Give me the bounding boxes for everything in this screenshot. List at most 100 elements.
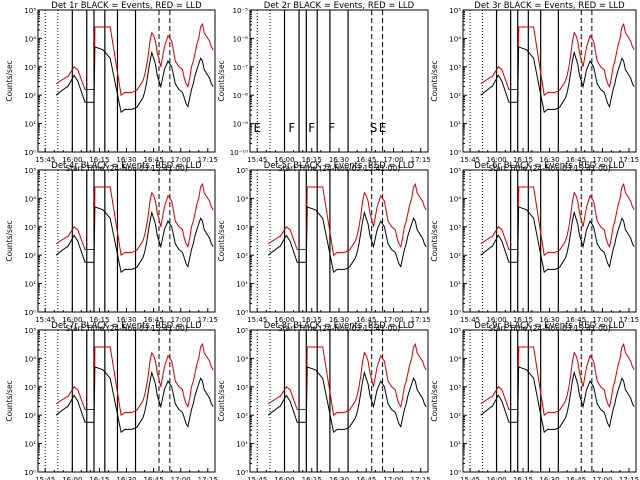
y-axis-label: Counts/sec xyxy=(5,60,14,101)
panel-det-1: Det 1r BLACK = Events, RED = LLD 10⁰ 10¹ 10… xyxy=(5,1,218,173)
x-tick-label: 17:15 xyxy=(619,476,639,480)
y-tick-label: 10¹ xyxy=(236,281,248,289)
series-lld-line xyxy=(267,342,427,417)
y-axis-label: Counts/sec xyxy=(430,380,439,421)
x-axis-label: Start Time (24-Nov-03 15:41:00) xyxy=(278,164,400,173)
x-tick-label: 16:45 xyxy=(566,156,586,164)
panel-det-7: Det 7r BLACK = Events, RED = LLD 10⁰ 10¹ 10… xyxy=(5,321,218,480)
x-tick-label: 16:30 xyxy=(539,476,559,480)
panel-title: Det 7r BLACK = Events, RED = LLD xyxy=(51,321,202,331)
series-lld-line xyxy=(480,182,635,257)
x-tick-label: 17:00 xyxy=(592,156,612,164)
x-tick-label: 16:45 xyxy=(566,476,586,480)
x-tick-label: 15:45 xyxy=(35,316,55,324)
y-tick-label: 10⁴ xyxy=(236,195,248,203)
y-tick-label: 10¹ xyxy=(449,121,461,129)
x-tick-label: 16:30 xyxy=(539,316,559,324)
x-tick-label: 16:30 xyxy=(116,476,136,480)
plot-frame xyxy=(462,329,637,473)
panel-title: Det 8r BLACK = Events, RED = LLD xyxy=(264,321,415,331)
x-tick-label: 15:45 xyxy=(460,156,480,164)
plot-frame xyxy=(462,169,637,313)
x-tick-label: 17:00 xyxy=(592,476,612,480)
x-tick-label: 17:00 xyxy=(383,156,403,164)
y-tick-label: 10⁵ xyxy=(24,167,36,175)
y-tick-label: 10¹ xyxy=(449,281,461,289)
x-tick-label: 16:15 xyxy=(89,156,109,164)
x-tick-label: 16:45 xyxy=(356,476,376,480)
series-events-line xyxy=(55,366,214,434)
y-tick-label: 10⁴ xyxy=(24,35,36,43)
plot-frame xyxy=(37,9,216,153)
y-tick-label: 10⁰ xyxy=(24,469,36,477)
panel-det-6: Det 6r BLACK = Events, RED = LLD 10⁰ 10¹ 10… xyxy=(430,161,639,333)
x-tick-label: 16:15 xyxy=(513,476,533,480)
y-tick-label: 10⁻⁸ xyxy=(233,92,249,100)
y-tick-label: 10⁻⁷ xyxy=(233,64,249,72)
x-tick-label: 17:00 xyxy=(171,156,191,164)
y-tick-label: 10² xyxy=(24,412,36,420)
panel-title: Det 4r BLACK = Events, RED = LLD xyxy=(51,161,202,171)
segment-label: F xyxy=(308,121,315,135)
x-tick-label: 15:45 xyxy=(247,156,267,164)
y-tick-label: 10⁻¹⁰ xyxy=(230,149,248,157)
x-tick-label: 16:30 xyxy=(329,316,349,324)
x-tick-label: 16:15 xyxy=(302,316,322,324)
panel-title: Det 1r BLACK = Events, RED = LLD xyxy=(51,1,202,11)
y-tick-label: 10² xyxy=(449,92,461,100)
x-tick-label: 16:15 xyxy=(302,476,322,480)
x-tick-label: 16:45 xyxy=(566,316,586,324)
x-tick-label: 16:00 xyxy=(62,316,82,324)
x-tick-label: 17:15 xyxy=(198,476,218,480)
x-tick-label: 16:00 xyxy=(274,156,294,164)
y-tick-label: 10³ xyxy=(449,224,461,232)
x-axis-label: Start Time (24-Nov-03 15:41:00) xyxy=(65,324,187,333)
y-tick-label: 10¹ xyxy=(24,281,36,289)
panel-title: Det 2r BLACK = Events, RED = LLD xyxy=(264,1,415,11)
y-tick-label: 10² xyxy=(236,412,248,420)
y-tick-label: 10² xyxy=(449,252,461,260)
y-tick-label: 10⁰ xyxy=(449,309,461,317)
series-events-line xyxy=(480,206,635,274)
x-tick-label: 17:15 xyxy=(198,156,218,164)
x-tick-label: 17:00 xyxy=(383,476,403,480)
x-axis-label: Start Time (24-Nov-03 15:41:00) xyxy=(488,164,610,173)
panel-det-9: Det 9r BLACK = Events, RED = LLD 10⁰ 10¹ 10… xyxy=(430,321,639,480)
x-tick-label: 16:15 xyxy=(302,156,322,164)
panel-det-5: Det 5r BLACK = Events, RED = LLD 10⁰ 10¹ 10… xyxy=(217,161,431,333)
x-tick-label: 16:15 xyxy=(89,316,109,324)
x-tick-label: 16:00 xyxy=(486,156,506,164)
x-tick-label: 17:00 xyxy=(383,316,403,324)
y-axis-label: Counts/sec xyxy=(5,220,14,261)
x-tick-label: 15:45 xyxy=(460,476,480,480)
x-axis-label: Start Time (24-Nov-03 15:41:00) xyxy=(278,324,400,333)
panel-det-3: Det 3r BLACK = Events, RED = LLD 10⁰ 10¹ 10… xyxy=(430,1,639,173)
y-tick-label: 10⁵ xyxy=(236,327,248,335)
x-tick-label: 15:45 xyxy=(247,316,267,324)
plot-frame xyxy=(249,329,429,473)
y-tick-label: 10¹ xyxy=(449,441,461,449)
y-tick-label: 10⁰ xyxy=(449,469,461,477)
x-tick-label: 17:15 xyxy=(411,156,431,164)
series-lld-line xyxy=(55,182,214,257)
y-tick-label: 10⁵ xyxy=(24,327,36,335)
x-tick-label: 17:00 xyxy=(171,476,191,480)
y-tick-label: 10² xyxy=(24,252,36,260)
x-tick-label: 16:45 xyxy=(356,156,376,164)
y-axis-label: Counts/sec xyxy=(430,60,439,101)
y-tick-label: 10⁴ xyxy=(449,195,461,203)
y-tick-label: 10⁵ xyxy=(24,7,36,15)
y-tick-label: 10⁻⁵ xyxy=(233,7,249,15)
panel-det-8: Det 8r BLACK = Events, RED = LLD 10⁰ 10¹ 10… xyxy=(217,321,431,480)
x-tick-label: 17:15 xyxy=(198,316,218,324)
x-tick-label: 17:00 xyxy=(171,316,191,324)
series-events-line xyxy=(480,46,635,114)
x-axis-label: Start Time (24-Nov-03 15:41:00) xyxy=(65,164,187,173)
y-tick-label: 10² xyxy=(449,412,461,420)
x-tick-label: 16:30 xyxy=(116,156,136,164)
y-tick-label: 10³ xyxy=(449,64,461,72)
x-tick-label: 17:15 xyxy=(411,476,431,480)
segment-label: E xyxy=(253,121,261,135)
panel-det-2: Det 2r BLACK = Events, RED = LLD 10⁻¹⁰ 10⁻… xyxy=(217,1,431,173)
segment-label: S xyxy=(370,121,378,135)
